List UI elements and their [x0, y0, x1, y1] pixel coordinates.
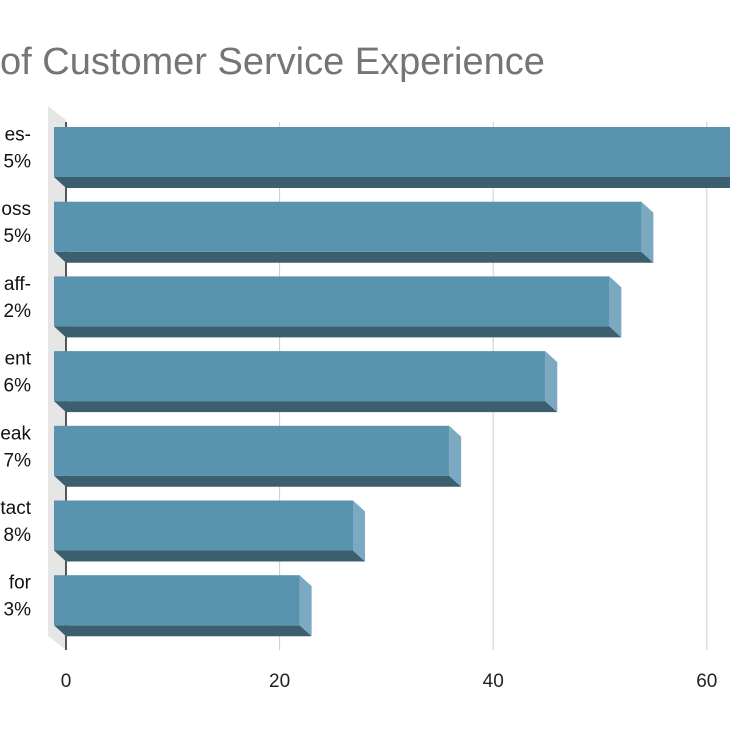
bar-front-face [54, 500, 354, 551]
x-tick-label: 40 [483, 671, 504, 692]
x-tick-label: 20 [269, 671, 290, 692]
bar-bottom-face [54, 550, 366, 562]
bar [54, 425, 462, 487]
category-label: 5% [4, 152, 32, 173]
x-tick-label: 60 [696, 671, 717, 692]
category-label: oss [1, 199, 31, 220]
bar-front-face [54, 425, 450, 476]
bar [54, 575, 312, 637]
bar-front-face [54, 127, 730, 177]
bar-side-face [449, 425, 462, 487]
category-label: 7% [4, 450, 32, 471]
category-label: 5% [4, 226, 32, 247]
bar-front-face [54, 276, 610, 327]
category-label: 8% [4, 525, 32, 546]
category-label: aff- [4, 274, 31, 295]
bar [54, 127, 730, 188]
category-label: 6% [4, 376, 32, 397]
bar [54, 351, 558, 413]
category-label: ent [5, 349, 32, 370]
category-label: tact [0, 498, 31, 519]
bar-bottom-face [54, 401, 558, 413]
bar-bottom-face [54, 475, 462, 487]
bar-bottom-face [54, 326, 622, 338]
x-tick-label: 0 [61, 671, 72, 692]
bar-side-face [545, 351, 558, 413]
category-label: eak [0, 423, 31, 444]
chart-title: of Customer Service Experience [0, 41, 545, 83]
bar-side-face [353, 500, 366, 562]
bar-bottom-face [54, 251, 654, 263]
bar-front-face [54, 201, 642, 252]
bar [54, 201, 654, 263]
bar [54, 500, 366, 562]
bar [54, 276, 622, 338]
bar-front-face [54, 351, 546, 402]
bar-bottom-face [54, 625, 312, 637]
bar-side-face [299, 575, 312, 637]
category-label: 3% [4, 600, 32, 621]
category-label: 2% [4, 301, 32, 322]
bar-front-face [54, 575, 300, 626]
bar-side-face [641, 201, 654, 263]
category-label: for [9, 573, 32, 594]
bar-side-face [609, 276, 622, 338]
bar-bottom-face [54, 177, 730, 188]
category-label: es- [5, 125, 31, 146]
